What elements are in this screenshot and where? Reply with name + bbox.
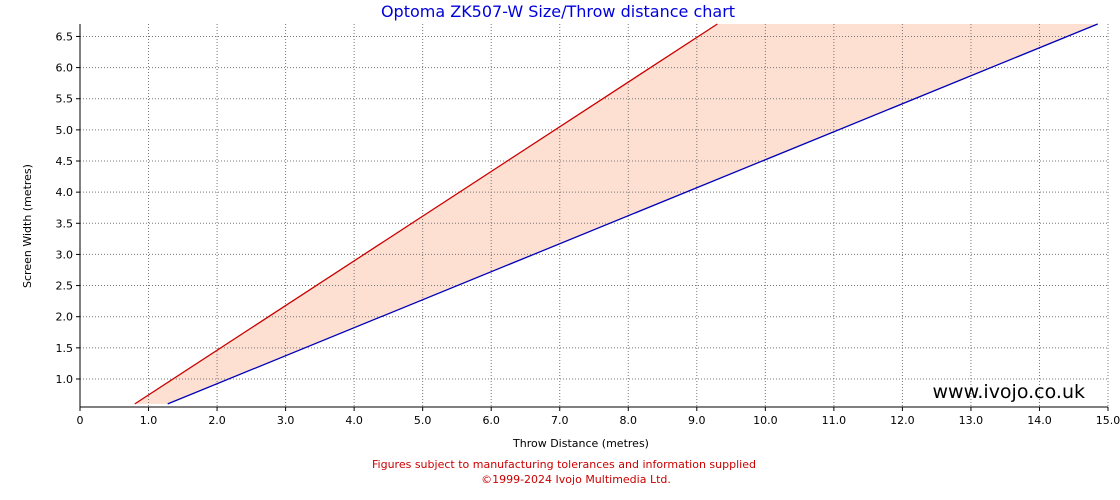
y-tick-label: 2.0 xyxy=(56,311,74,324)
x-tick-label: 15.0 xyxy=(1096,414,1120,427)
y-tick-label: 5.0 xyxy=(56,124,74,137)
x-tick-label: 4.0 xyxy=(345,414,363,427)
throw-range-band xyxy=(134,24,1098,404)
y-tick-label: 3.5 xyxy=(56,217,74,230)
x-tick-label: 5.0 xyxy=(414,414,432,427)
lower-throw-line xyxy=(167,23,1098,405)
y-axis-label: Screen Width (metres) xyxy=(21,164,34,288)
y-tick-label: 5.5 xyxy=(56,93,74,106)
y-tick-label: 6.5 xyxy=(56,30,74,43)
x-tick-label: 2.0 xyxy=(208,414,226,427)
upper-throw-line xyxy=(134,23,718,405)
y-tick-label: 2.5 xyxy=(56,280,74,293)
watermark-text: www.ivojo.co.uk xyxy=(933,381,1086,403)
y-tick-label: 1.0 xyxy=(56,373,74,386)
x-tick-label: 3.0 xyxy=(277,414,295,427)
copyright-text: ©1999-2024 Ivojo Multimedia Ltd. xyxy=(481,473,671,486)
x-tick-label: 12.0 xyxy=(890,414,915,427)
x-tick-label: 1.0 xyxy=(140,414,158,427)
chart-title: Optoma ZK507-W Size/Throw distance chart xyxy=(381,2,735,21)
x-tick-label: 0 xyxy=(77,414,84,427)
x-tick-label: 9.0 xyxy=(688,414,706,427)
y-tick-label: 3.0 xyxy=(56,248,74,261)
x-tick-label: 14.0 xyxy=(1027,414,1052,427)
x-axis-label: Throw Distance (metres) xyxy=(512,437,649,450)
x-tick-label: 11.0 xyxy=(822,414,847,427)
disclaimer-text: Figures subject to manufacturing toleran… xyxy=(372,458,756,471)
y-tick-label: 4.5 xyxy=(56,155,74,168)
x-tick-label: 13.0 xyxy=(959,414,984,427)
y-tick-label: 4.0 xyxy=(56,186,74,199)
x-tick-label: 10.0 xyxy=(753,414,778,427)
x-tick-label: 8.0 xyxy=(620,414,638,427)
x-tick-label: 6.0 xyxy=(482,414,500,427)
y-tick-label: 6.0 xyxy=(56,62,74,75)
y-tick-label: 1.5 xyxy=(56,342,74,355)
x-tick-label: 7.0 xyxy=(551,414,569,427)
